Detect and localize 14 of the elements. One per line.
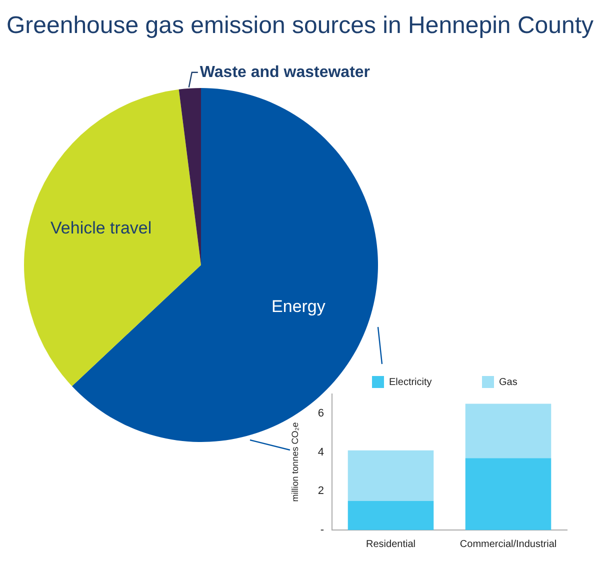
y-tick-label: 2 [318, 485, 324, 498]
chart-title: Greenhouse gas emission sources in Hennepin County [5, 12, 594, 40]
bar [348, 500, 434, 530]
bar [348, 450, 434, 501]
bar [465, 458, 552, 530]
bar [465, 404, 552, 458]
slice-label: Waste and wastewater [200, 64, 370, 81]
x-tick-label: Commercial/Industrial [460, 538, 557, 550]
slice-label: Energy [272, 296, 326, 316]
legend-label: Gas [499, 376, 518, 388]
legend-label: Electricity [389, 376, 432, 388]
y-tick-label: - [320, 524, 324, 536]
slice-label: Vehicle travel [50, 218, 152, 238]
x-tick-label: Residential [366, 538, 416, 550]
